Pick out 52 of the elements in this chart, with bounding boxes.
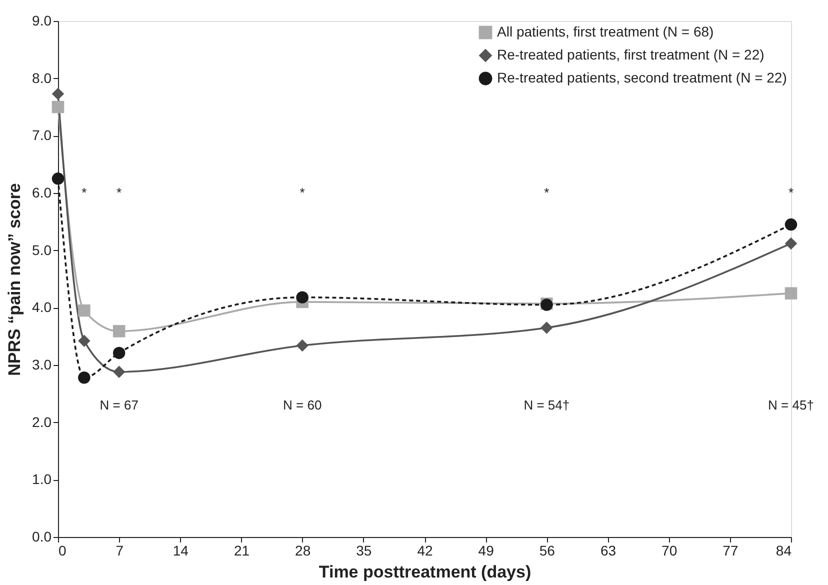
y-tick-label: 6.0	[32, 184, 52, 200]
annotation: N = 60	[282, 397, 322, 412]
x-axis-title: Time posttreatment (days)	[318, 562, 532, 582]
x-tick-label: 21	[234, 542, 250, 558]
annotation: *	[300, 184, 305, 200]
annotation: *	[788, 184, 794, 200]
point	[296, 339, 308, 352]
y-tick-label: 9.0	[32, 12, 52, 28]
point	[78, 372, 90, 384]
y-tick-label: 1.0	[32, 471, 52, 488]
x-tick-label: 35	[356, 542, 372, 558]
y-tick-label: 5.0	[32, 242, 52, 258]
annotation: N = 45†	[768, 397, 814, 412]
point	[540, 322, 553, 334]
x-tick-label: 28	[295, 542, 311, 558]
x-tick-label: 77	[722, 542, 738, 558]
point	[784, 218, 798, 231]
x-tick-label: 70	[662, 542, 678, 558]
x-tick-label: 0	[58, 542, 66, 558]
point	[78, 334, 90, 348]
point	[112, 325, 126, 338]
y-tick-label: 4.0	[32, 299, 52, 316]
legend-label: All patients, first treatment (N = 68)	[497, 24, 714, 40]
legend-label: Re-treated patients, first treatment (N = 22)	[497, 46, 764, 62]
y-axis-title: NPRS “pain now” score	[5, 183, 24, 376]
y-tick-label: 3.0	[32, 356, 52, 372]
y-tick-label: 2.0	[32, 414, 52, 430]
y-tick-label: 0.0	[32, 528, 52, 544]
annotation: *	[116, 184, 122, 200]
x-tick-label: 42	[417, 542, 433, 558]
point	[52, 172, 64, 185]
x-tick-label: 63	[600, 542, 616, 558]
x-tick-label: 56	[539, 542, 556, 558]
annotation: *	[544, 184, 550, 200]
legend-label: Re-treated patients, second treatment (N = 22)	[497, 70, 787, 86]
annotation: N = 67	[100, 397, 138, 412]
point	[112, 346, 126, 360]
annotation: N = 54†	[524, 397, 570, 412]
x-tick-label: 14	[172, 542, 189, 558]
y-tick-label: 8.0	[32, 70, 52, 86]
point	[296, 291, 308, 304]
point	[784, 237, 798, 250]
x-tick-label: 49	[478, 542, 494, 558]
point	[52, 88, 64, 100]
annotation: *	[82, 184, 87, 200]
x-tick-label: 84	[776, 542, 792, 558]
point	[78, 304, 90, 317]
point	[784, 287, 798, 300]
x-tick-label: 7	[116, 542, 124, 558]
point	[52, 100, 64, 114]
y-tick-label: 7.0	[32, 127, 52, 144]
point	[112, 366, 126, 378]
